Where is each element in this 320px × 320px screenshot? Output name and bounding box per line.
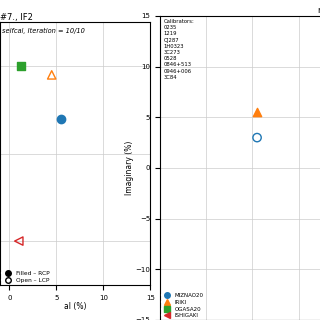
Text: r2: r2	[318, 6, 320, 15]
Point	[254, 110, 260, 115]
X-axis label: al (%): al (%)	[64, 302, 86, 311]
Point	[18, 64, 23, 69]
Text: selfcal, Iteration = 10/10: selfcal, Iteration = 10/10	[2, 28, 84, 34]
Point	[59, 116, 64, 121]
Text: #7., IF2: #7., IF2	[0, 12, 33, 22]
Legend: Filled – RCP, Open – LCP: Filled – RCP, Open – LCP	[2, 270, 50, 283]
Text: Calibrators:
0235
1219
OJ287
1H0323
3C273
0528
0846+513
0946+006
3C84: Calibrators: 0235 1219 OJ287 1H0323 3C27…	[163, 19, 194, 80]
Point	[49, 72, 54, 77]
Point	[16, 238, 21, 244]
Legend: MIZNAO20, IRIKI, OGASA20, ISHIGAKI: MIZNAO20, IRIKI, OGASA20, ISHIGAKI	[162, 293, 204, 318]
Point	[254, 135, 260, 140]
Y-axis label: Imaginary (%): Imaginary (%)	[125, 141, 134, 195]
